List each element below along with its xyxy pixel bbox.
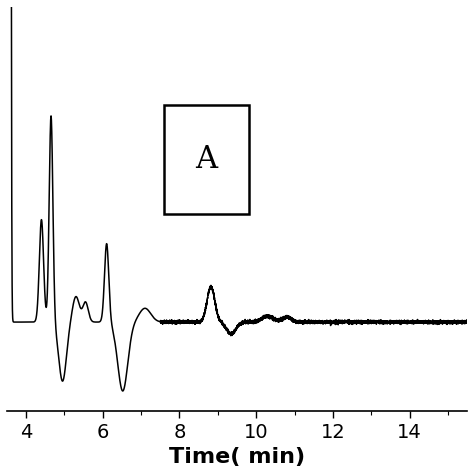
X-axis label: Time( min): Time( min) [169,447,305,467]
Bar [164,105,248,214]
Text: A: A [195,144,218,175]
